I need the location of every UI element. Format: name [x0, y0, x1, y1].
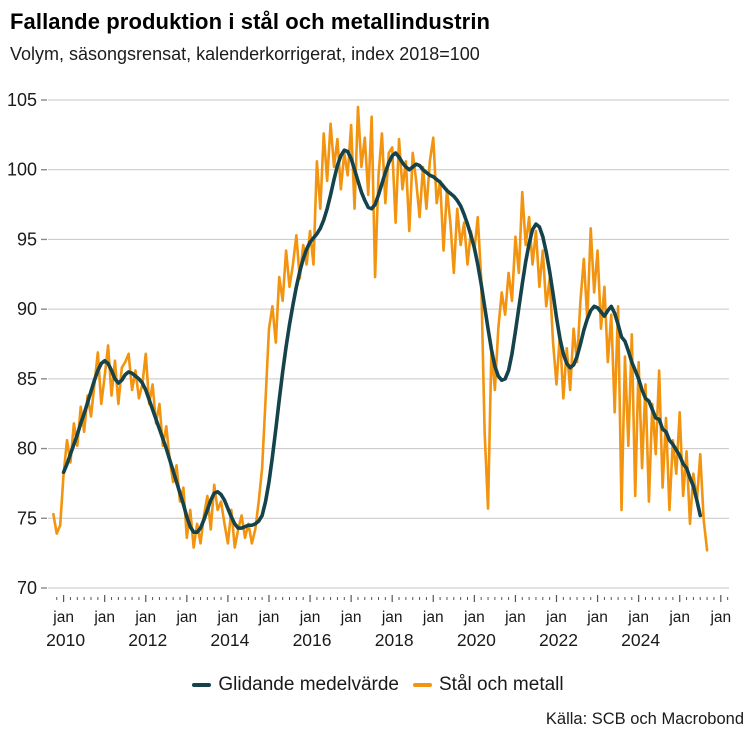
y-axis-tick-label: 90	[17, 299, 37, 319]
x-axis-tick-label: jan	[381, 609, 403, 626]
x-axis-tick-label: jan	[504, 609, 526, 626]
x-axis-year-label: 2020	[457, 630, 496, 650]
x-axis-tick-label: jan	[52, 609, 74, 626]
chart-title: Fallande produktion i stål och metallind…	[10, 9, 491, 34]
chart-legend: Glidande medelvärde Stål och metall	[0, 674, 756, 696]
legend-swatch-glidande-medelvarde	[192, 683, 212, 687]
source-label: Källa: SCB och Macrobond	[545, 710, 744, 728]
legend-label-glidande-medelvarde: Glidande medelvärde	[218, 674, 399, 695]
x-axis-tick-label: jan	[93, 609, 115, 626]
x-axis-tick-label: jan	[175, 609, 197, 626]
x-axis-year-label: 2024	[621, 630, 660, 650]
x-axis-tick-label: jan	[217, 609, 239, 626]
x-axis-tick-label: jan	[258, 609, 280, 626]
legend-label-stal-och-metall: Stål och metall	[439, 674, 564, 695]
y-axis-tick-label: 75	[17, 508, 37, 528]
x-axis-tick-label: jan	[340, 609, 362, 626]
series-line-glidande-medelv-rde	[61, 148, 703, 535]
x-axis-year-label: 2016	[293, 630, 332, 650]
legend-item-glidande-medelvarde: Glidande medelvärde	[192, 674, 399, 696]
y-axis-tick-label: 105	[7, 90, 37, 110]
x-axis-tick-label: jan	[586, 609, 608, 626]
x-axis-tick-label: jan	[463, 609, 485, 626]
x-axis-tick-label: jan	[134, 609, 156, 626]
x-axis-tick-label: jan	[668, 609, 690, 626]
chart-subtitle: Volym, säsongsrensat, kalenderkorrigerat…	[10, 44, 480, 64]
x-axis-tick-label: jan	[422, 609, 444, 626]
series-line-st-l-och-metall	[52, 105, 709, 552]
y-axis-tick-label: 95	[17, 229, 37, 249]
y-axis-tick-label: 80	[17, 439, 37, 459]
x-axis-tick-label: jan	[709, 609, 731, 626]
line-chart-plot-area: 70 75 80 85 90 95 100 105 jan 2010 jan jan 2012 jan ja…	[7, 90, 731, 650]
x-axis-tick-label: jan	[545, 609, 567, 626]
y-axis-tick-label: 100	[7, 160, 37, 180]
x-axis-year-label: 2018	[375, 630, 414, 650]
y-axis-tick-label: 85	[17, 369, 37, 389]
x-axis-year-label: 2012	[128, 630, 167, 650]
x-axis-tick-label: jan	[627, 609, 649, 626]
x-axis-year-label: 2022	[539, 630, 578, 650]
legend-swatch-stal-och-metall	[413, 683, 432, 687]
x-axis-year-label: 2014	[210, 630, 249, 650]
x-axis-tick-label: jan	[299, 609, 321, 626]
legend-item-stal-och-metall: Stål och metall	[413, 674, 564, 696]
x-axis-year-label: 2010	[46, 630, 85, 650]
y-axis-tick-label: 70	[17, 578, 37, 598]
